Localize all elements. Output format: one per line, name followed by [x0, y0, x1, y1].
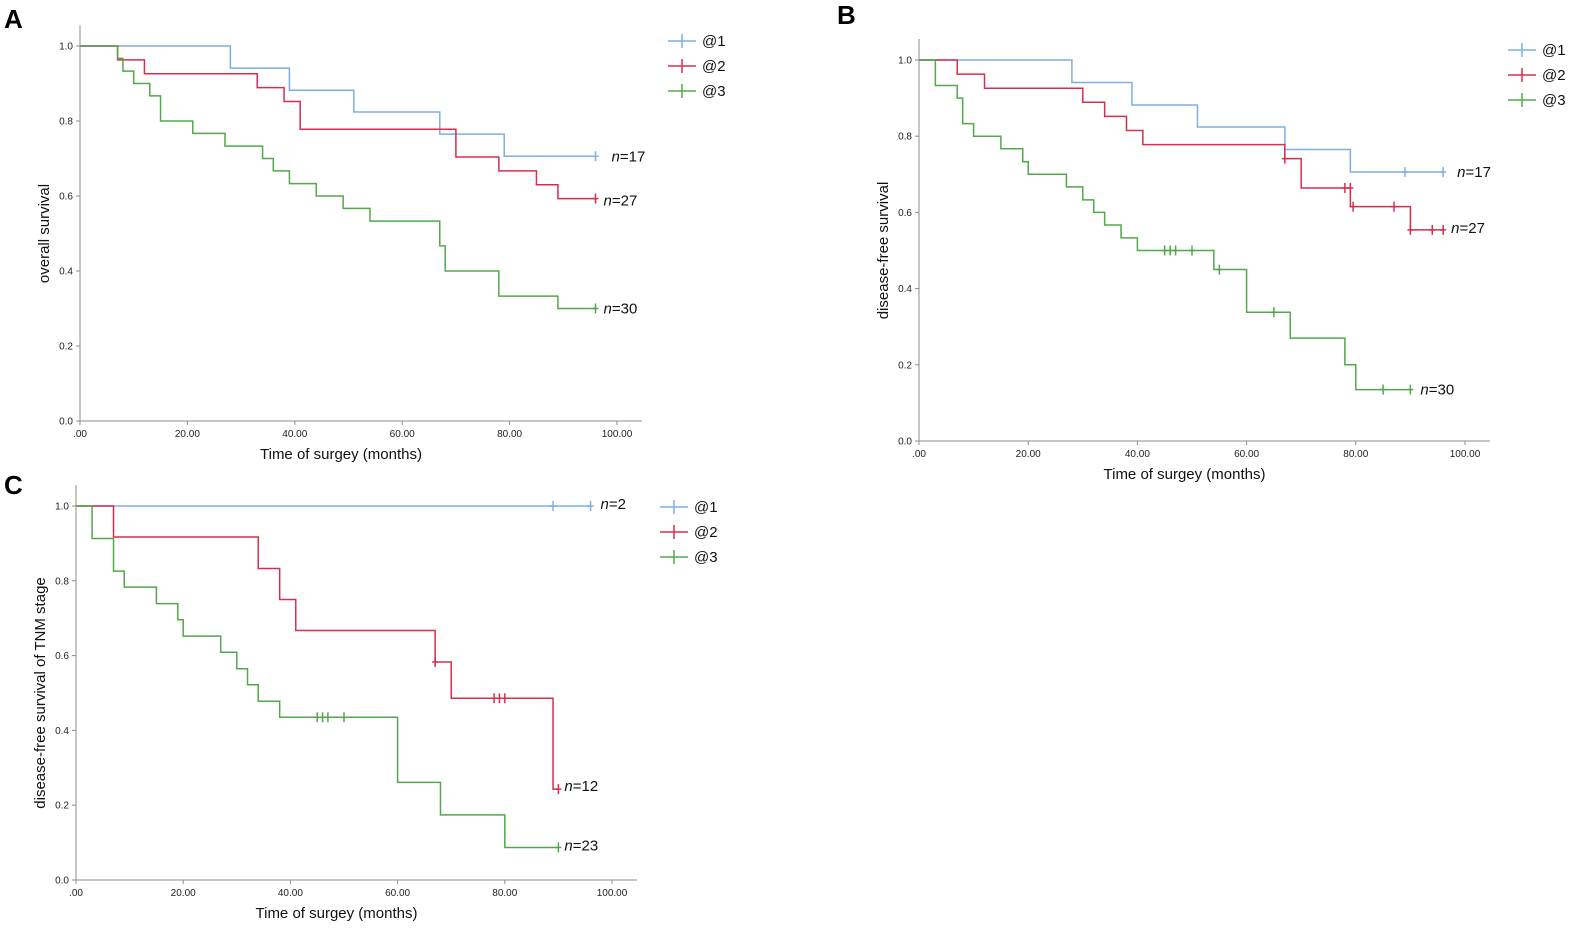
y-tick-label: 0.2: [59, 342, 73, 353]
x-axis-title: Time of surgey (months): [1104, 466, 1266, 483]
x-tick-label: 40.00: [278, 888, 303, 899]
y-axis-title: disease-free survival of TNM stage: [32, 577, 49, 808]
y-tick-label: 0.6: [59, 192, 73, 203]
n-label-1: n=17: [1457, 164, 1491, 181]
legend-label: @3: [702, 83, 726, 100]
y-tick-label: 0.0: [59, 417, 73, 428]
y-tick-label: 0.4: [898, 284, 912, 295]
legend-label: @1: [1542, 42, 1566, 59]
y-tick-label: 0.2: [898, 360, 912, 371]
legend-label: @3: [694, 549, 718, 566]
panel-letter-b: B: [837, 0, 856, 30]
y-tick-label: 0.8: [898, 132, 912, 143]
legend-label: @2: [694, 524, 718, 541]
x-tick-label: .00: [912, 449, 926, 460]
y-tick-label: 0.8: [59, 117, 73, 128]
x-tick-label: 40.00: [1125, 449, 1150, 460]
n-label-2: n=27: [604, 193, 638, 210]
series-2: n=12: [76, 505, 598, 795]
series-1: n=17: [80, 45, 646, 165]
x-tick-label: 60.00: [1234, 449, 1259, 460]
n-label-3: n=30: [1420, 382, 1454, 399]
panel-letter-a: A: [4, 4, 23, 34]
x-tick-label: 20.00: [1016, 449, 1041, 460]
series-2-line: [80, 45, 596, 200]
legend-label: @2: [702, 58, 726, 75]
legend-label: @3: [1542, 92, 1566, 109]
series-1: n=2: [76, 496, 626, 513]
y-tick-label: 0.8: [55, 576, 69, 587]
panel-c: C 0.0 0.2 0.4 0.6 0.8 1.0 .00 20.00 40.00 60.00 80.…: [4, 470, 718, 922]
series-1: n=17: [919, 59, 1491, 181]
n-label-2: n=27: [1451, 220, 1485, 237]
series-1-line: [919, 59, 1444, 173]
x-axis-title: Time of surgey (months): [256, 905, 418, 922]
series-2: n=27: [919, 59, 1485, 237]
n-label-1: n=17: [612, 148, 646, 165]
panel-b: B 0.0 0.2 0.4 0.6 0.8 1.0 .00 20.00 40.00 60.00 80.…: [837, 0, 1566, 483]
x-tick-label: .00: [73, 429, 87, 440]
x-tick-label: 100.00: [1450, 449, 1481, 460]
legend: @1 @2 @3: [660, 499, 718, 566]
y-axis-title: disease-free survival: [875, 182, 892, 320]
series-3-line: [919, 59, 1411, 391]
y-tick-label: 0.0: [898, 437, 912, 448]
legend: @1 @2 @3: [668, 33, 726, 100]
series-2-line: [76, 505, 559, 790]
x-tick-label: 80.00: [1343, 449, 1368, 460]
x-tick-label: 20.00: [175, 429, 200, 440]
n-label-2: n=12: [564, 778, 598, 795]
y-tick-label: 1.0: [898, 56, 912, 67]
y-tick-label: 1.0: [55, 502, 69, 513]
series-2: n=27: [80, 45, 638, 210]
y-tick-label: 0.0: [55, 876, 69, 887]
y-tick-label: 0.2: [55, 801, 69, 812]
series-3-line: [76, 505, 559, 849]
series-1-line: [80, 45, 596, 157]
y-axis-title: overall survival: [36, 184, 53, 283]
y-tick-label: 0.4: [59, 267, 73, 278]
series-2-line: [919, 59, 1444, 231]
x-tick-label: .00: [69, 888, 83, 899]
series-3-line: [80, 45, 596, 310]
x-axis-title: Time of surgey (months): [260, 446, 422, 463]
x-tick-label: 80.00: [497, 429, 522, 440]
legend-label: @2: [1542, 67, 1566, 84]
panel-letter-c: C: [4, 470, 23, 500]
n-label-3: n=23: [564, 837, 598, 854]
x-tick-label: 100.00: [597, 888, 628, 899]
y-tick-label: 0.6: [55, 651, 69, 662]
series-3: n=30: [80, 45, 638, 318]
x-tick-label: 80.00: [492, 888, 517, 899]
y-tick-label: 0.4: [55, 726, 69, 737]
x-tick-label: 60.00: [390, 429, 415, 440]
n-label-1: n=2: [601, 496, 626, 513]
panel-a: A 0.0 0.2 0.4 0.6 0.8 1.0 .00 20.00 40.00 60.00 80.…: [4, 4, 726, 463]
x-tick-label: 20.00: [171, 888, 196, 899]
y-tick-label: 1.0: [59, 42, 73, 53]
x-tick-label: 100.00: [602, 429, 633, 440]
x-tick-label: 40.00: [282, 429, 307, 440]
n-label-3: n=30: [604, 301, 638, 318]
legend-label: @1: [694, 499, 718, 516]
x-tick-label: 60.00: [385, 888, 410, 899]
y-tick-label: 0.6: [898, 208, 912, 219]
series-3: n=30: [919, 59, 1454, 399]
series-3: n=23: [76, 505, 598, 854]
legend-label: @1: [702, 33, 726, 50]
legend: @1 @2 @3: [1508, 42, 1566, 109]
